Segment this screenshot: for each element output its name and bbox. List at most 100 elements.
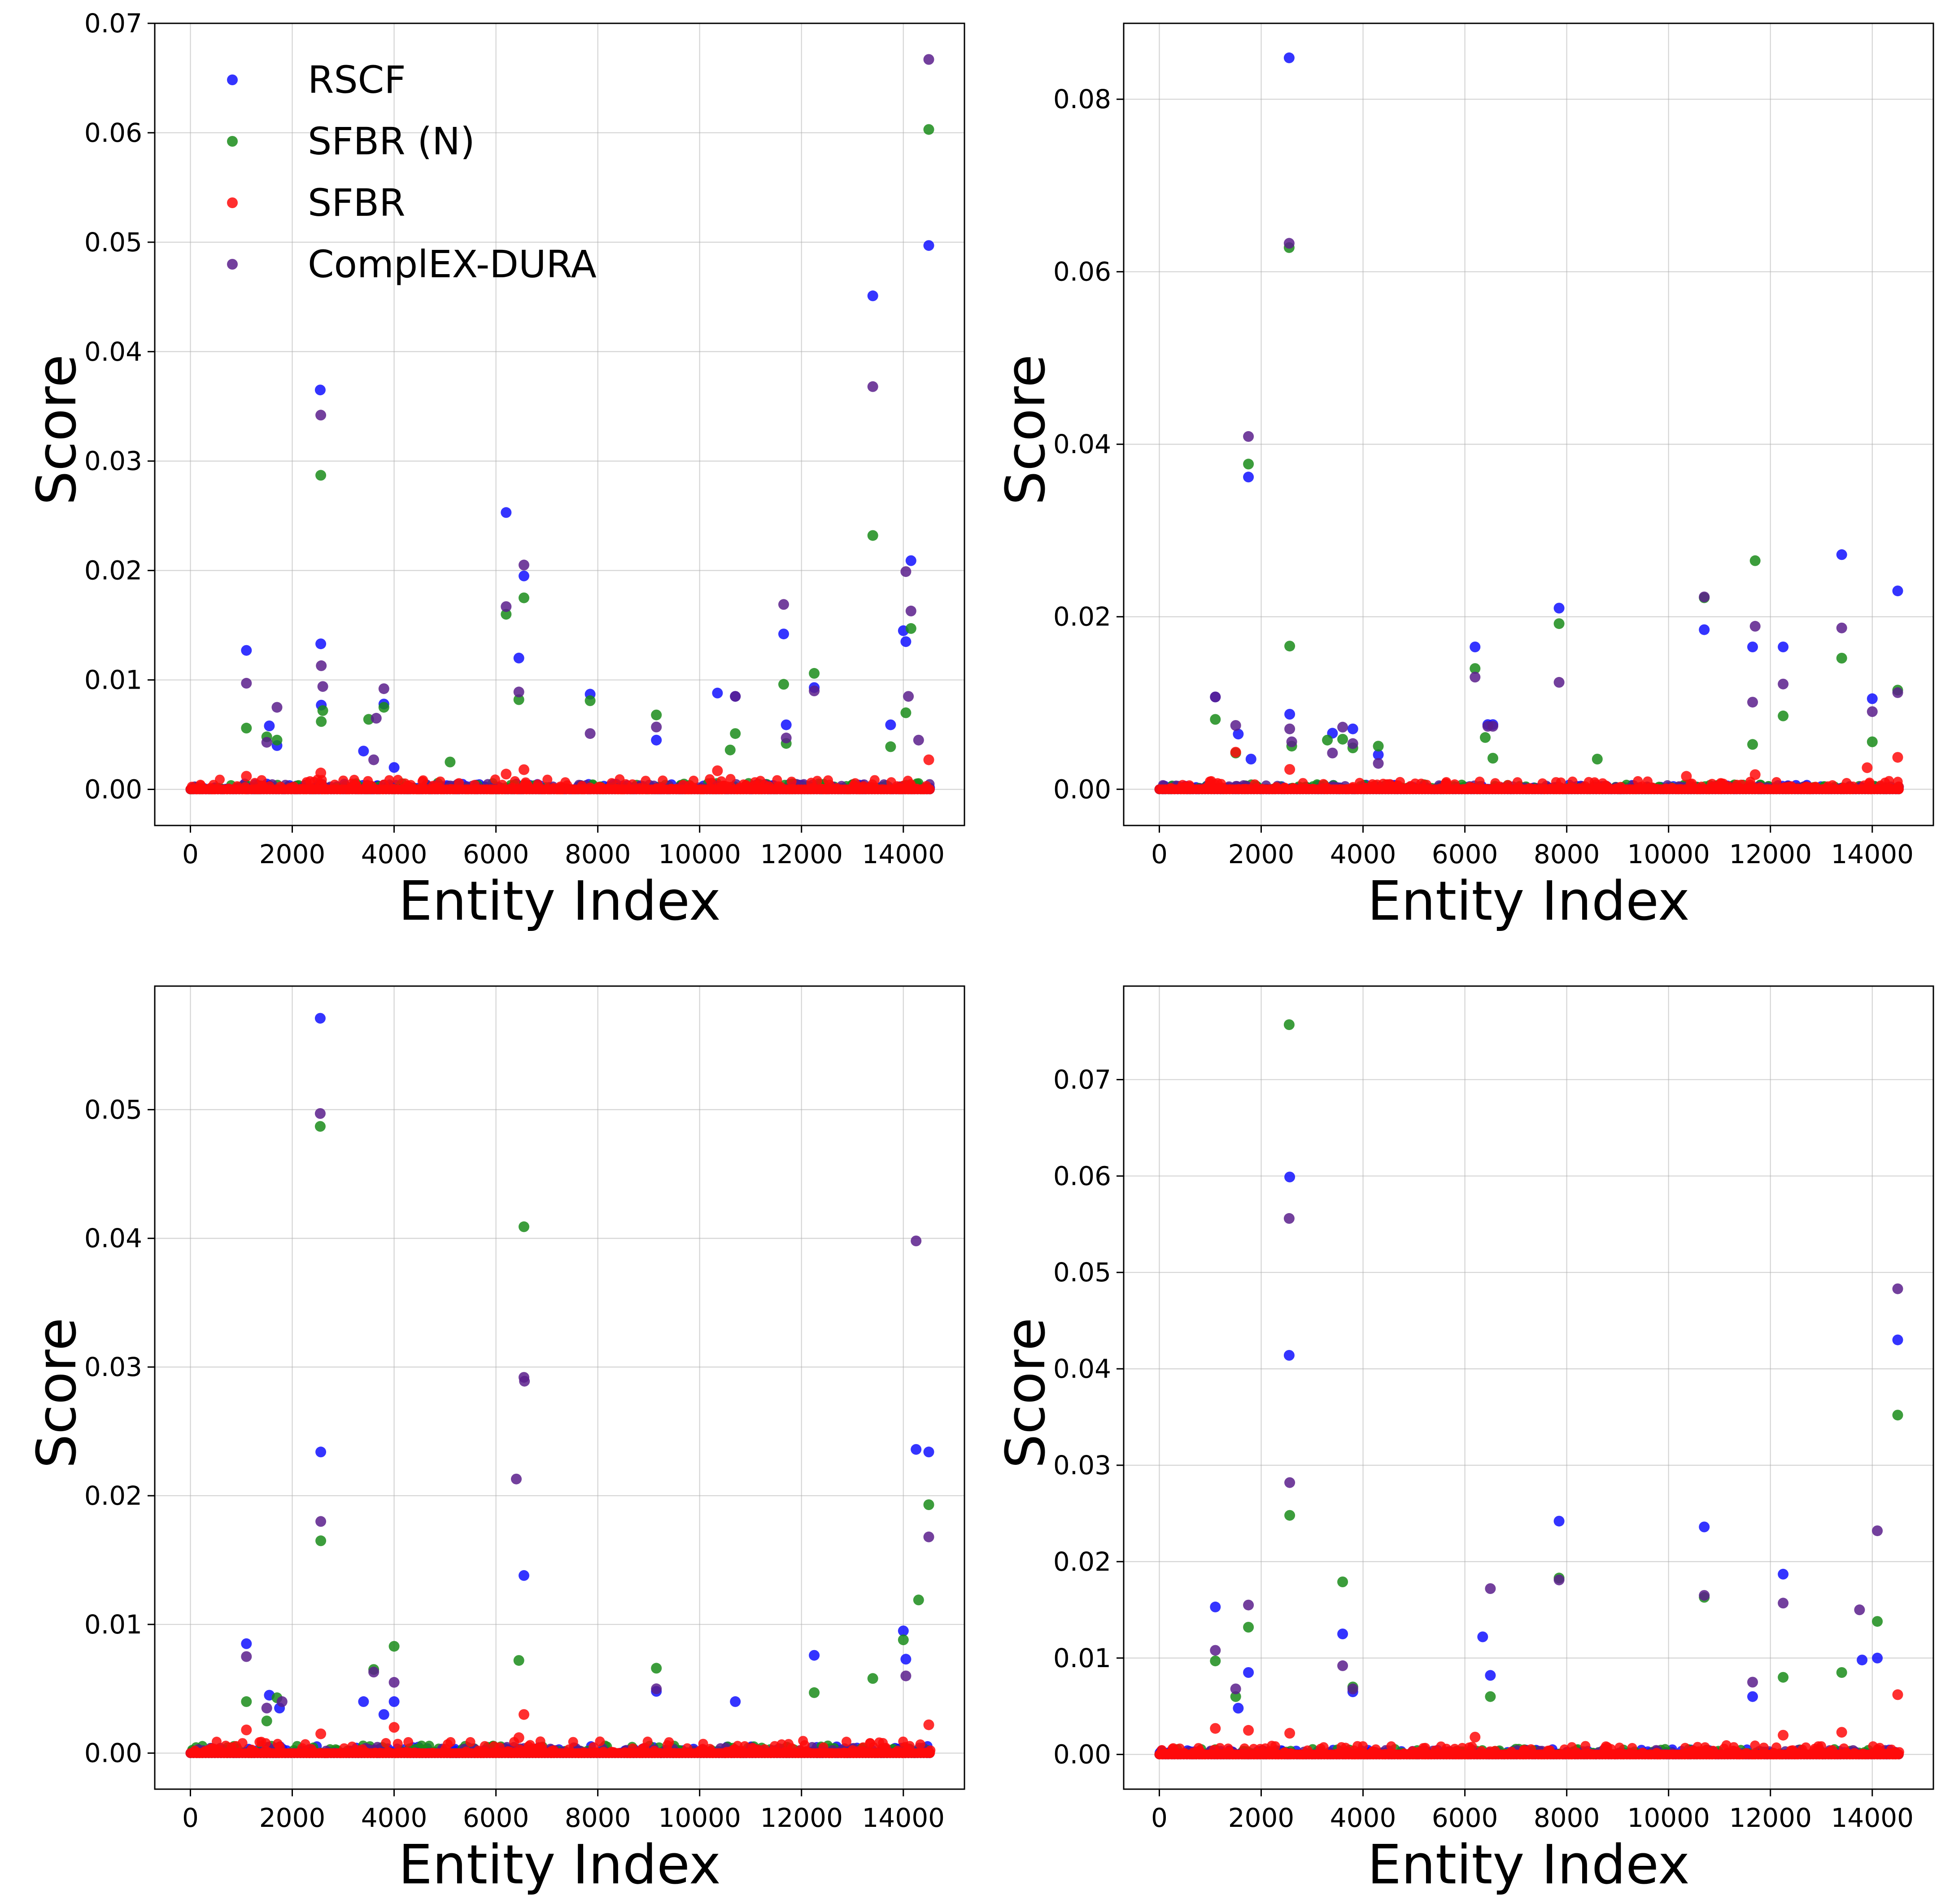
data-point-rscf <box>1836 549 1847 560</box>
data-point-rscf <box>781 719 792 730</box>
data-point-sfbr-n- <box>1553 618 1565 629</box>
data-point-sfbr-n- <box>778 679 789 690</box>
data-point-rscf <box>388 1696 400 1707</box>
data-point-sfbr-n- <box>316 716 327 727</box>
data-point-complex-dura <box>900 566 912 577</box>
data-point-rscf <box>315 638 327 650</box>
data-point-sfbr-n- <box>1836 653 1847 664</box>
data-point-rscf <box>378 1709 389 1720</box>
baseline-point-sfbr <box>725 774 736 784</box>
data-point-sfbr <box>1681 771 1692 782</box>
data-point-complex-dura <box>241 677 252 689</box>
data-point-complex-dura <box>271 702 283 713</box>
data-point-rscf <box>241 1638 252 1649</box>
data-point-rscf <box>1283 52 1295 63</box>
data-point-sfbr <box>1862 762 1873 773</box>
data-point-sfbr-n- <box>1243 459 1254 470</box>
data-point-complex-dura <box>923 54 934 65</box>
plot-frame <box>1123 22 1934 826</box>
data-point-complex-dura <box>1327 747 1338 759</box>
baseline-point-sfbr <box>418 775 428 786</box>
baseline-point-sfbr <box>542 774 553 785</box>
data-point-sfbr-n- <box>885 741 896 752</box>
data-point-complex-dura <box>1778 678 1789 690</box>
data-point-sfbr-n- <box>1778 710 1789 721</box>
data-point-sfbr-n- <box>1592 754 1603 764</box>
y-tick-label: 0.03 <box>84 446 142 476</box>
data-point-rscf <box>900 1654 912 1665</box>
data-point-sfbr-n- <box>1337 734 1348 745</box>
data-point-sfbr-n- <box>923 124 934 135</box>
data-point-rscf <box>1245 754 1256 764</box>
y-tick-label: 0.00 <box>84 774 142 805</box>
data-point-sfbr <box>241 771 252 782</box>
data-point-sfbr-n- <box>651 709 662 721</box>
data-point-sfbr-n- <box>378 702 389 713</box>
data-point-complex-dura <box>368 754 379 765</box>
data-point-rscf <box>809 1650 820 1661</box>
data-point-rscf <box>1747 642 1758 652</box>
x-tick-label: 6000 <box>1432 839 1498 869</box>
zero-point <box>925 784 935 795</box>
x-tick-label: 2000 <box>259 839 326 869</box>
data-point-complex-dura <box>651 721 662 733</box>
baseline-point-sfbr <box>786 777 797 787</box>
y-tick-label: 0.06 <box>1053 257 1111 287</box>
data-point-rscf <box>1233 729 1244 740</box>
data-point-complex-dura <box>867 381 878 392</box>
data-point-complex-dura <box>1347 738 1358 749</box>
data-point-rscf <box>1470 642 1481 652</box>
data-point-sfbr-n- <box>905 623 916 634</box>
y-tick-label: 0.00 <box>1053 774 1111 804</box>
data-point-rscf <box>513 652 524 664</box>
x-tick-label: 4000 <box>1330 839 1396 869</box>
x-tick-label: 4000 <box>361 839 427 869</box>
data-point-sfbr-n- <box>519 592 529 603</box>
data-point-rscf <box>885 719 896 730</box>
data-point-complex-dura <box>315 410 327 421</box>
data-point-complex-dura <box>1487 721 1498 732</box>
data-point-rscf <box>923 240 934 251</box>
data-point-rscf <box>911 1444 922 1455</box>
y-tick-label: 0.02 <box>84 555 142 586</box>
y-tick-label: 0.02 <box>1053 602 1111 632</box>
y-tick-label: 0.04 <box>1053 429 1111 459</box>
data-point-rscf <box>923 1446 934 1458</box>
data-point-complex-dura <box>905 605 916 616</box>
data-point-complex-dura <box>1747 697 1758 708</box>
scatter-points <box>185 1013 936 1758</box>
data-point-complex-dura <box>317 681 328 692</box>
data-point-rscf <box>1243 472 1254 483</box>
x-tick-label: 14000 <box>862 839 945 869</box>
data-point-rscf <box>358 746 369 757</box>
x-tick-label: 8000 <box>565 839 631 869</box>
data-point-sfbr <box>315 767 327 778</box>
data-point-complex-dura <box>903 691 914 702</box>
data-point-rscf <box>730 1696 741 1707</box>
plot-frame <box>154 22 965 826</box>
data-point-complex-dura <box>513 686 524 698</box>
data-point-rscf <box>1553 603 1565 614</box>
data-point-complex-dura <box>261 737 272 748</box>
data-point-rscf <box>712 687 723 699</box>
data-point-sfbr-n- <box>1867 736 1878 747</box>
data-point-sfbr-n- <box>1480 732 1491 743</box>
x-tick-label: 6000 <box>463 839 529 869</box>
data-point-complex-dura <box>1699 591 1710 603</box>
data-point-complex-dura <box>1373 758 1384 769</box>
data-point-complex-dura <box>1283 238 1295 249</box>
y-tick-label: 0.07 <box>84 8 142 39</box>
y-tick-label: 0.05 <box>84 227 142 258</box>
data-point-rscf <box>388 762 400 773</box>
data-point-complex-dura <box>778 599 789 610</box>
data-point-complex-dura <box>371 712 382 724</box>
data-point-sfbr-n- <box>1322 734 1333 746</box>
data-point-complex-dura <box>1470 672 1481 683</box>
data-point-rscf <box>1284 709 1295 720</box>
data-point-complex-dura <box>1553 677 1565 688</box>
scatter-points <box>1154 52 1904 795</box>
data-point-rscf <box>867 290 878 301</box>
data-point-complex-dura <box>378 683 389 694</box>
data-point-complex-dura <box>1210 691 1221 703</box>
